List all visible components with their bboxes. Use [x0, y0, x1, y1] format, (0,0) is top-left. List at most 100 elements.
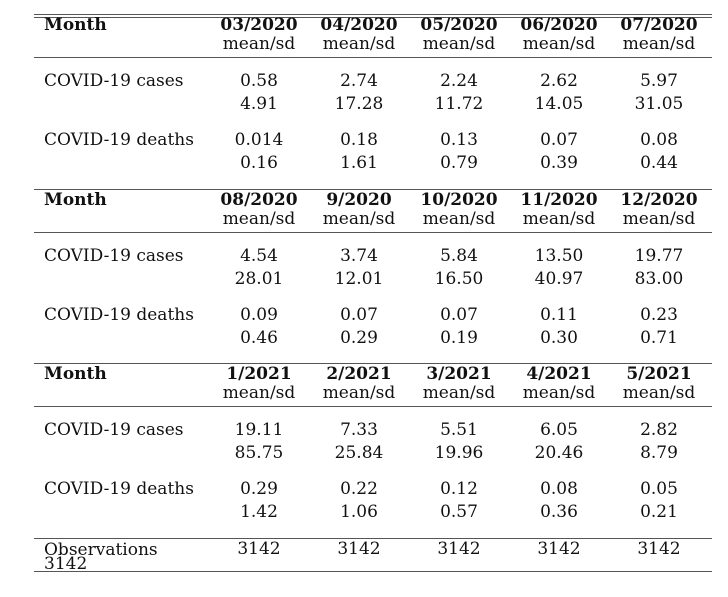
sd-value: 31.05 [634, 94, 684, 114]
mean-value: 7.33 [340, 420, 378, 440]
month-column-header: 03/2020 [220, 15, 298, 35]
row-label: COVID-19 cases [44, 246, 184, 266]
header-bottom-rule [34, 57, 712, 58]
header-bottom-rule [34, 406, 712, 407]
stat-type-label: mean/sd [522, 209, 596, 229]
month-column-header: 4/2021 [526, 364, 592, 384]
mean-value: 0.07 [440, 305, 478, 325]
mean-value: 13.50 [534, 246, 584, 266]
observations-label-value: 3142 [44, 554, 88, 574]
month-column-header: 2/2021 [326, 364, 392, 384]
stat-type-label: mean/sd [322, 209, 396, 229]
month-column-header: 1/2021 [226, 364, 292, 384]
mean-value: 5.84 [440, 246, 478, 266]
mean-value: 4.54 [240, 246, 278, 266]
sd-value: 0.44 [640, 153, 678, 173]
mean-value: 0.07 [540, 130, 578, 150]
sd-value: 8.79 [640, 443, 678, 463]
mean-value: 0.07 [340, 305, 378, 325]
month-column-header: 10/2020 [420, 190, 498, 210]
month-column-header: 06/2020 [520, 15, 598, 35]
sd-value: 85.75 [234, 443, 284, 463]
row-label: COVID-19 cases [44, 71, 184, 91]
month-column-header: 08/2020 [220, 190, 298, 210]
sd-value: 0.39 [540, 153, 578, 173]
mean-value: 5.51 [440, 420, 478, 440]
panel-top-rule [34, 189, 712, 190]
month-header-label: Month [44, 364, 107, 384]
table-bottom-rule [34, 571, 712, 572]
mean-value: 0.08 [540, 479, 578, 499]
stat-type-label: mean/sd [422, 209, 496, 229]
stat-type-label: mean/sd [622, 34, 696, 54]
month-column-header: 5/2021 [626, 364, 692, 384]
sd-value: 1.42 [240, 502, 278, 522]
mean-value: 0.13 [440, 130, 478, 150]
observations-value: 3142 [637, 539, 681, 559]
mean-value: 0.05 [640, 479, 678, 499]
sd-value: 1.61 [340, 153, 378, 173]
sd-value: 12.01 [334, 269, 384, 289]
observations-value: 3142 [337, 539, 381, 559]
mean-value: 0.29 [240, 479, 278, 499]
sd-value: 25.84 [334, 443, 384, 463]
mean-value: 2.82 [640, 420, 678, 440]
month-column-header: 07/2020 [620, 15, 698, 35]
mean-value: 0.09 [240, 305, 278, 325]
sd-value: 83.00 [634, 269, 684, 289]
mean-value: 2.24 [440, 71, 478, 91]
observations-value: 3142 [437, 539, 481, 559]
sd-value: 0.16 [240, 153, 278, 173]
stat-type-label: mean/sd [222, 383, 296, 403]
mean-value: 0.18 [340, 130, 378, 150]
sd-value: 40.97 [534, 269, 584, 289]
sd-value: 0.57 [440, 502, 478, 522]
month-column-header: 11/2020 [520, 190, 598, 210]
sd-value: 16.50 [434, 269, 484, 289]
stat-type-label: mean/sd [322, 34, 396, 54]
stat-type-label: mean/sd [322, 383, 396, 403]
row-label: COVID-19 deaths [44, 305, 194, 325]
mean-value: 0.12 [440, 479, 478, 499]
sd-value: 0.79 [440, 153, 478, 173]
sd-value: 0.30 [540, 328, 578, 348]
observations-value: 3142 [537, 539, 581, 559]
month-column-header: 12/2020 [620, 190, 698, 210]
mean-value: 0.11 [540, 305, 578, 325]
mean-value: 19.11 [234, 420, 284, 440]
mean-value: 6.05 [540, 420, 578, 440]
row-label: COVID-19 deaths [44, 479, 194, 499]
header-bottom-rule [34, 232, 712, 233]
mean-value: 2.74 [340, 71, 378, 91]
stat-type-label: mean/sd [422, 383, 496, 403]
stat-type-label: mean/sd [522, 383, 596, 403]
month-column-header: 05/2020 [420, 15, 498, 35]
observations-label: Observations [44, 540, 158, 560]
sd-value: 4.91 [240, 94, 278, 114]
stat-type-label: mean/sd [622, 383, 696, 403]
panel-top-rule [34, 363, 712, 364]
month-header-label: Month [44, 15, 107, 35]
stat-type-label: mean/sd [222, 34, 296, 54]
month-column-header: 04/2020 [320, 15, 398, 35]
month-column-header: 9/2020 [326, 190, 392, 210]
stat-type-label: mean/sd [622, 209, 696, 229]
mean-value: 0.58 [240, 71, 278, 91]
mean-value: 0.014 [234, 130, 284, 150]
observations-top-rule [34, 538, 712, 539]
row-label: COVID-19 deaths [44, 130, 194, 150]
mean-value: 0.23 [640, 305, 678, 325]
sd-value: 14.05 [534, 94, 584, 114]
stat-type-label: mean/sd [522, 34, 596, 54]
sd-value: 1.06 [340, 502, 378, 522]
sd-value: 0.46 [240, 328, 278, 348]
observations-value: 3142 [237, 539, 281, 559]
mean-value: 0.08 [640, 130, 678, 150]
mean-value: 2.62 [540, 71, 578, 91]
sd-value: 17.28 [334, 94, 384, 114]
sd-value: 0.19 [440, 328, 478, 348]
mean-value: 5.97 [640, 71, 678, 91]
row-label: COVID-19 cases [44, 420, 184, 440]
panel-top-rule [34, 14, 712, 18]
month-column-header: 3/2021 [426, 364, 492, 384]
